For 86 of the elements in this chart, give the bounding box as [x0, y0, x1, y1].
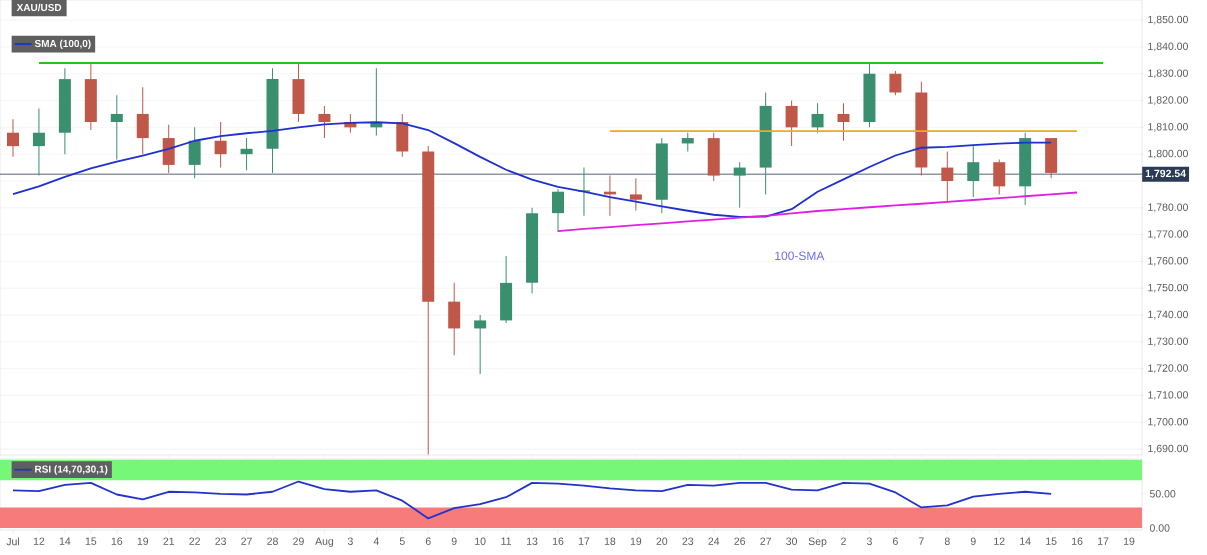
x-tick-label: 13	[527, 537, 538, 545]
y-tick-label: 1,820.00	[1148, 96, 1188, 105]
y-tick-label: 1,850.00	[1148, 15, 1188, 25]
x-tick-label: 19	[137, 537, 149, 545]
legend-label: RSI (14,70,30,1)	[35, 465, 108, 475]
x-tick-label: 16	[1072, 537, 1083, 545]
x-tick-label: 27	[760, 537, 771, 545]
y-tick-label: 1,760.00	[1148, 257, 1188, 266]
x-tick-label: 17	[578, 537, 590, 545]
candlestick	[474, 314, 487, 375]
candlestick	[681, 132, 694, 152]
x-tick-label: 15	[85, 537, 97, 545]
x-tick-label: 12	[33, 537, 45, 545]
candlestick	[214, 121, 227, 169]
y-tick-label: 1,710.00	[1148, 391, 1188, 400]
y-tick-label: 1,730.00	[1148, 337, 1188, 347]
y-tick-label: 1,690.00	[1148, 444, 1188, 454]
x-tick-label: Jul	[6, 537, 19, 546]
candlestick	[110, 94, 123, 161]
x-tick-label: Aug	[315, 537, 334, 547]
y-tick-label: 50.00	[1149, 490, 1176, 498]
y-tick-label: 1,770.00	[1148, 230, 1188, 239]
line-series	[557, 191, 1078, 233]
x-tick-label: 26	[734, 537, 746, 545]
x-tick-label: 11	[501, 537, 512, 545]
x-tick-label: 29	[293, 537, 304, 545]
x-tick-label: 5	[399, 537, 405, 545]
candlestick	[811, 102, 824, 134]
candlestick	[240, 137, 253, 171]
y-tick-label: 1,700.00	[1148, 417, 1188, 427]
y-tick-label: 1,750.00	[1148, 283, 1188, 293]
y-tick-label: 1,740.00	[1148, 310, 1188, 320]
x-tick-label: 24	[708, 537, 720, 545]
y-tick-label: 1,780.00	[1148, 203, 1188, 213]
x-tick-label: 27	[241, 537, 252, 545]
x-tick-label: 16	[552, 537, 564, 545]
candlestick	[733, 161, 746, 209]
x-tick-label: 15	[1046, 537, 1057, 545]
x-tick-label: 18	[604, 537, 616, 545]
x-tick-label: 19	[630, 537, 642, 545]
x-tick-label: 4	[373, 537, 379, 545]
x-tick-label: 17	[1098, 537, 1109, 545]
x-tick-label: 9	[451, 537, 457, 545]
y-tick-label: 1,720.00	[1148, 364, 1188, 374]
x-tick-label: 16	[111, 537, 123, 545]
candlestick	[318, 105, 331, 139]
legend-label: SMA (100,0)	[34, 39, 91, 49]
x-tick-label: 20	[656, 537, 668, 545]
x-tick-label: 23	[215, 537, 226, 545]
candlestick	[785, 100, 798, 147]
x-tick-label: 2	[841, 537, 846, 545]
x-tick-label: 23	[682, 537, 694, 545]
y-tick-label: 1,800.00	[1148, 149, 1188, 159]
x-tick-label: 22	[189, 537, 200, 545]
x-tick-label: 28	[267, 537, 278, 545]
x-tick-label: 6	[425, 537, 431, 545]
x-tick-label: 3	[347, 537, 353, 545]
x-tick-label: 30	[786, 537, 798, 545]
chart-title: XAU/USD	[16, 3, 62, 12]
y-tick-label: 1,830.00	[1148, 69, 1188, 79]
candlestick	[629, 177, 642, 211]
candlestick	[6, 118, 19, 158]
candlestick	[837, 102, 850, 142]
x-tick-label: 6	[893, 537, 898, 545]
x-tick-label: 19	[1123, 537, 1135, 545]
x-tick-label: 7	[918, 537, 924, 545]
candlestick	[967, 145, 980, 198]
x-tick-label: Sep	[808, 537, 827, 548]
x-tick-label: 9	[970, 537, 976, 545]
x-tick-label: 8	[944, 537, 950, 545]
candlestick	[941, 150, 954, 203]
y-tick-label: 0.00	[1149, 524, 1170, 532]
ref-line-label: 1,792.54	[1145, 169, 1186, 179]
y-tick-label: 1,840.00	[1148, 42, 1188, 52]
x-tick-label: 3	[866, 537, 872, 545]
candlestick	[889, 70, 902, 96]
x-tick-label: 12	[994, 537, 1005, 545]
x-tick-label: 14	[1020, 537, 1031, 545]
line-series	[12, 480, 1053, 520]
candlestick	[32, 108, 45, 177]
candlestick	[552, 188, 565, 233]
y-tick-label: 1,810.00	[1148, 123, 1188, 132]
x-tick-label: 10	[475, 537, 486, 545]
x-tick-label: 14	[59, 537, 71, 545]
annotation: 100-SMA	[775, 251, 825, 260]
x-tick-label: 21	[163, 537, 175, 545]
